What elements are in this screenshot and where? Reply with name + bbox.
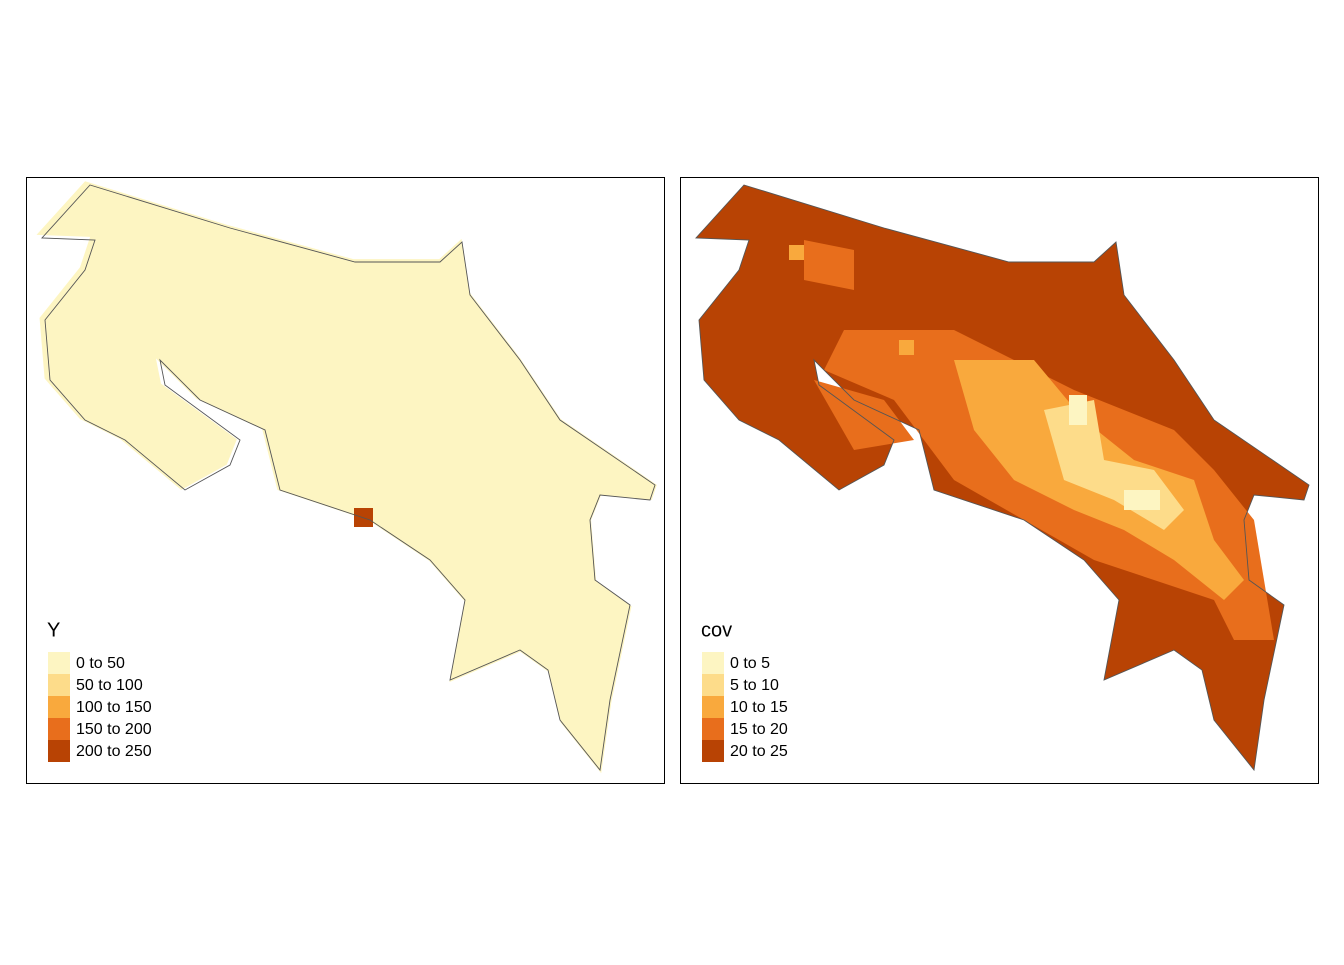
legend-label: 20 to 25 [730,743,788,760]
raster-cell [789,245,804,260]
map-panel: cov 0 to 5 5 to 10 10 to 15 15 to 20 20 to 25 [680,177,1319,784]
raster-area [804,240,854,290]
legend-swatch [702,718,724,740]
map-panel: Y 0 to 50 50 to 100 100 to 150 150 to 200 200… [26,177,665,784]
legend-title: Y [47,619,60,641]
legend-label: 0 to 5 [730,655,770,672]
raster-area [814,380,914,450]
legend-swatch [48,718,70,740]
legend-label: 50 to 100 [76,677,143,694]
raster-cell [1124,490,1160,510]
raster-cell [1214,660,1254,710]
legend-label: 200 to 250 [76,743,152,760]
raster-cell [1119,600,1169,640]
legend-swatch [48,674,70,696]
legend-label: 150 to 200 [76,721,152,738]
legend-swatch [48,740,70,762]
legend-label: 100 to 150 [76,699,152,716]
legend-label: 5 to 10 [730,677,779,694]
panel-frame [26,177,665,784]
legend-swatch [48,652,70,674]
legend-swatch [702,674,724,696]
legend-swatch [48,696,70,718]
legend-label: 0 to 50 [76,655,125,672]
legend-label: 15 to 20 [730,721,788,738]
panel-frame [680,177,1319,784]
legend: cov 0 to 5 5 to 10 10 to 15 15 to 20 20 to 25 [701,619,788,762]
legend-label: 10 to 15 [730,699,788,716]
legend: Y 0 to 50 50 to 100 100 to 150 150 to 200 200… [47,619,152,762]
legend-swatch [702,652,724,674]
raster-cell [1069,395,1087,425]
legend-swatch [702,740,724,762]
legend-title: cov [701,619,732,641]
legend-swatch [702,696,724,718]
raster-cell [899,340,914,355]
